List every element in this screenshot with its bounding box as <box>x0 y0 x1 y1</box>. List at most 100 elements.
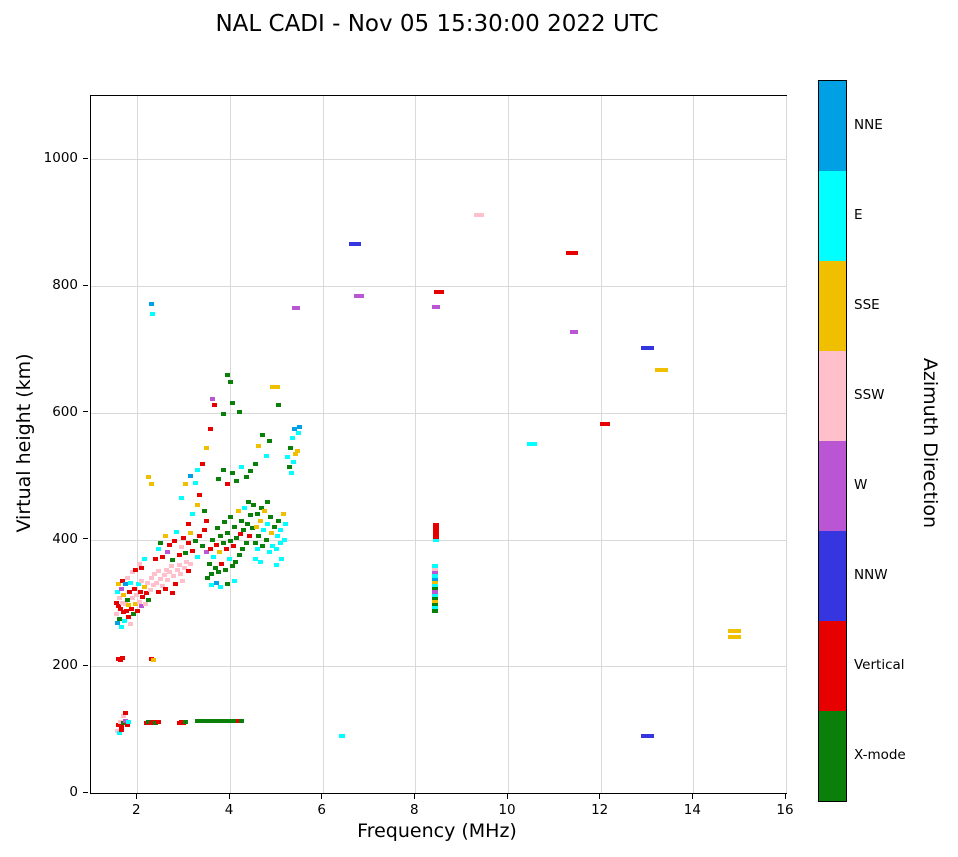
data-point <box>291 306 300 311</box>
data-point <box>339 733 346 738</box>
data-point <box>250 502 256 507</box>
data-point <box>130 595 136 600</box>
x-tick-mark <box>599 794 601 799</box>
data-point <box>117 720 123 725</box>
data-point <box>239 464 245 469</box>
data-point <box>222 567 228 572</box>
data-point <box>115 621 121 626</box>
data-point <box>195 555 201 560</box>
data-point <box>257 518 263 523</box>
data-point <box>124 575 130 580</box>
data-point <box>190 548 196 553</box>
data-point <box>263 453 269 458</box>
data-point <box>221 519 227 524</box>
data-point <box>205 575 211 580</box>
data-point <box>431 564 438 569</box>
data-point <box>227 538 233 543</box>
data-point <box>431 573 438 578</box>
data-point <box>131 612 137 617</box>
x-tick-mark <box>506 794 508 799</box>
data-point <box>185 521 191 526</box>
x-tick-label: 16 <box>776 802 794 818</box>
data-point <box>169 557 175 562</box>
data-point <box>170 574 176 579</box>
data-point <box>144 591 150 596</box>
data-point <box>120 593 126 598</box>
data-point <box>264 521 270 526</box>
data-point <box>232 578 238 583</box>
x-tick-label: 10 <box>498 802 516 818</box>
data-point <box>120 610 126 615</box>
data-point <box>127 622 133 627</box>
colorbar-segment-label: SSE <box>854 297 880 313</box>
data-point <box>249 526 255 531</box>
data-point <box>162 534 168 539</box>
data-point <box>431 592 438 597</box>
data-point <box>126 720 132 725</box>
data-point <box>181 536 187 541</box>
data-point <box>282 537 288 542</box>
data-point <box>132 567 138 572</box>
data-point <box>120 656 125 661</box>
data-point <box>240 547 246 552</box>
data-point <box>209 537 215 542</box>
y-tick-mark <box>83 411 88 413</box>
data-point <box>169 591 175 596</box>
data-point <box>283 521 289 526</box>
data-point <box>117 595 123 600</box>
data-point <box>122 602 128 607</box>
data-point <box>263 537 269 542</box>
data-point <box>288 471 294 475</box>
data-point <box>727 635 741 640</box>
data-point <box>159 584 165 589</box>
data-point <box>271 524 277 529</box>
data-point <box>192 480 198 485</box>
data-point <box>565 251 578 256</box>
colorbar-segment-label: NNE <box>854 117 883 133</box>
x-tick-mark <box>228 794 230 799</box>
data-point <box>148 575 154 580</box>
data-point <box>115 589 121 594</box>
data-point <box>234 479 240 484</box>
data-point <box>252 461 258 466</box>
data-point <box>147 588 153 593</box>
data-point <box>229 401 235 406</box>
data-point <box>132 586 138 591</box>
y-tick-mark <box>83 538 88 540</box>
grid-line-vertical <box>600 96 602 793</box>
data-point <box>122 718 128 723</box>
data-point <box>431 599 438 603</box>
data-point <box>278 528 284 533</box>
data-point <box>119 723 125 728</box>
data-point <box>214 526 220 531</box>
y-tick-mark <box>83 284 88 286</box>
data-point <box>266 439 272 444</box>
data-point <box>121 618 127 623</box>
colorbar-segment-label: Vertical <box>854 657 905 673</box>
data-point <box>640 733 654 738</box>
data-point <box>254 524 260 529</box>
data-point <box>163 567 169 572</box>
data-point <box>217 719 223 724</box>
data-point <box>224 719 230 724</box>
data-point <box>276 403 282 408</box>
grid-line-horizontal <box>91 412 786 414</box>
data-point <box>431 576 438 581</box>
data-point <box>252 556 258 561</box>
data-point <box>228 515 234 520</box>
data-point <box>123 711 129 716</box>
data-point <box>221 719 226 724</box>
data-point <box>130 570 136 575</box>
data-point <box>433 525 440 530</box>
data-point <box>120 721 126 726</box>
y-tick-label: 0 <box>69 784 78 800</box>
data-point <box>188 474 194 479</box>
data-point <box>268 515 274 520</box>
data-point <box>129 607 135 612</box>
y-tick-mark <box>83 791 88 793</box>
data-point <box>167 570 173 575</box>
data-point <box>287 445 293 450</box>
colorbar-segment-vertical <box>819 621 846 711</box>
data-point <box>206 561 212 566</box>
data-point <box>156 569 162 574</box>
